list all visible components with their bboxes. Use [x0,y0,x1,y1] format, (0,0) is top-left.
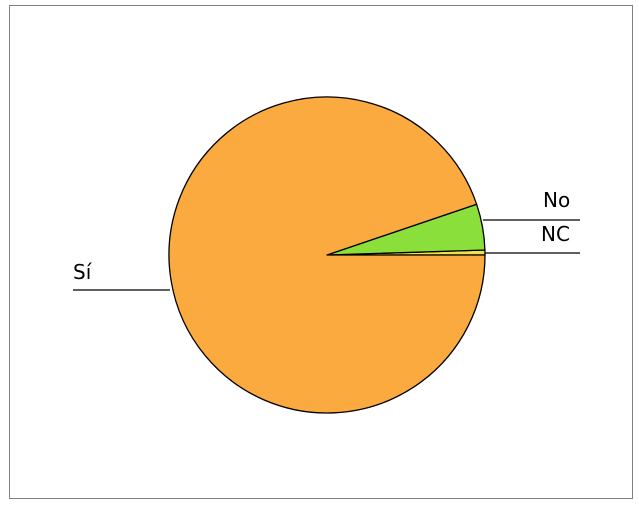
leader-lines [73,219,580,291]
pie-slices [168,96,486,414]
slice-si [168,96,486,414]
slice-label-si: Sí [73,260,93,284]
slice-label-no: No [543,188,570,212]
slice-label-nc: NC [541,222,570,246]
